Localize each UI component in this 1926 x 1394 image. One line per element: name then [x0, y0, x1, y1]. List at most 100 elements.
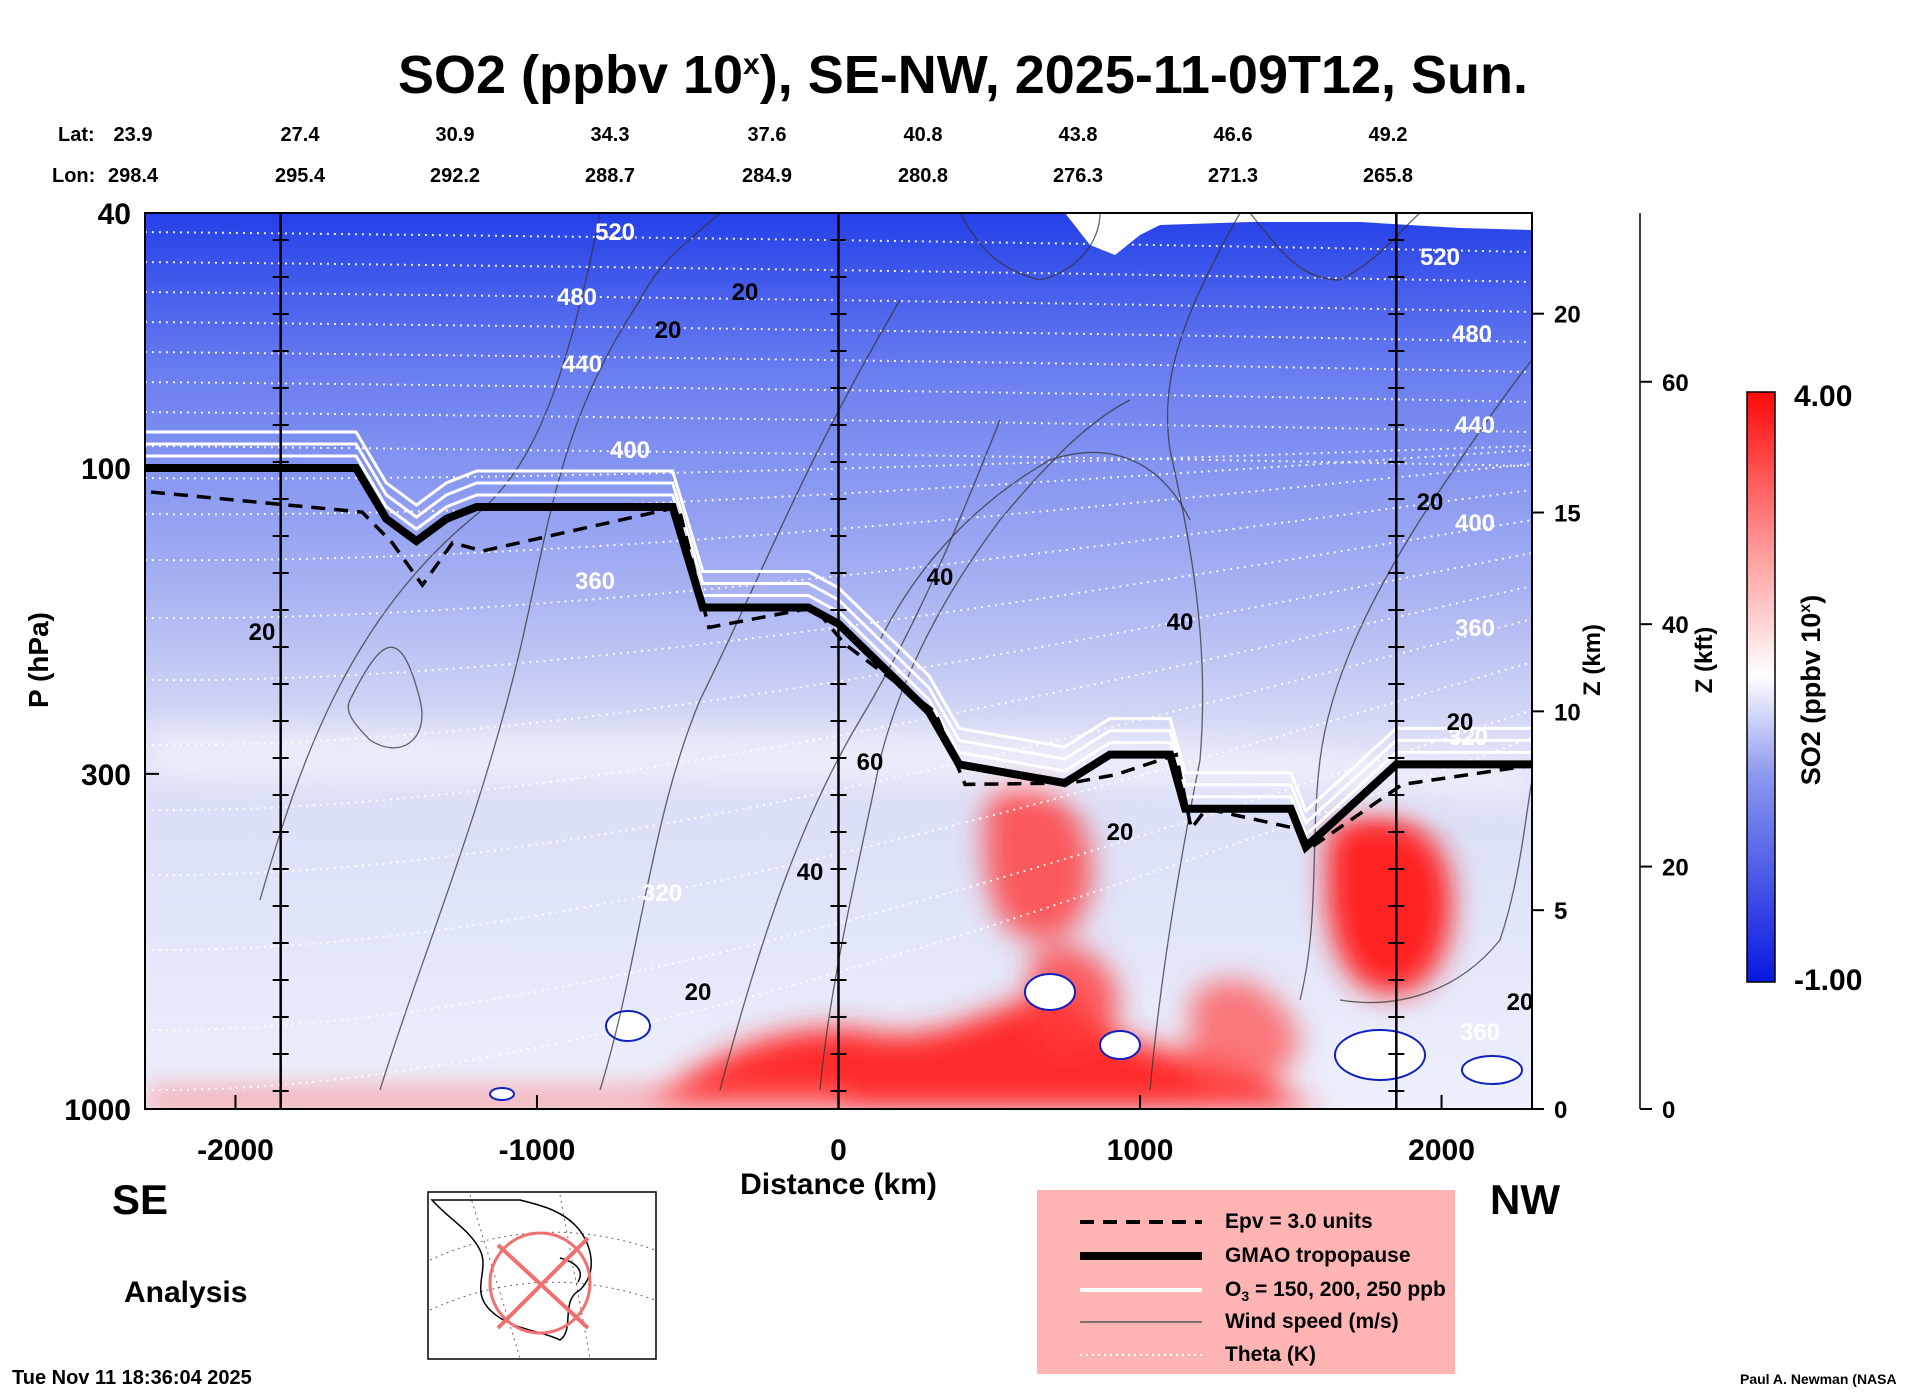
theta-label: 400 [610, 437, 650, 464]
wind-contour [599, 299, 901, 1091]
timestamp: Tue Nov 11 18:36:04 2025 [12, 1367, 252, 1389]
missing-data-patch [1024, 973, 1076, 1011]
missing-data-patch [1461, 1055, 1523, 1085]
ozone-contours [145, 430, 1532, 838]
y-tick-label: 40 [98, 198, 131, 231]
wind-contour [259, 213, 601, 901]
theta-contour [145, 445, 1532, 480]
z-kft-tick-label: 60 [1662, 370, 1689, 397]
theta-label: 480 [1452, 321, 1492, 348]
direction-nw: NW [1490, 1176, 1560, 1223]
so2-high-region-surface [640, 990, 1320, 1109]
lat-value: 30.9 [435, 124, 475, 146]
missing-data-patch [1099, 1030, 1141, 1060]
theta-label: 320 [642, 880, 682, 907]
analysis-label: Analysis [124, 1276, 248, 1309]
lat-value: 40.8 [903, 124, 943, 146]
theta-contour [145, 585, 1532, 812]
wind-label: 40 [797, 859, 824, 886]
x-tick-label: -2000 [197, 1134, 274, 1167]
z-kft-tick-label: 20 [1662, 855, 1689, 882]
credit: Paul A. Newman (NASA [1740, 1371, 1897, 1387]
x-axis-label: Distance (km) [740, 1168, 937, 1201]
z-kft-tick-label: 40 [1662, 612, 1689, 639]
colorbar [1746, 391, 1776, 983]
wind-contour [1299, 359, 1532, 1001]
missing-data-patch [605, 1010, 651, 1042]
theta-label: 360 [1455, 615, 1495, 642]
wind-contour [1339, 779, 1532, 1004]
wind-contour [379, 213, 721, 1091]
lon-value: 265.8 [1362, 165, 1414, 187]
lon-value: 276.3 [1052, 165, 1104, 187]
x-tick-label: -1000 [499, 1134, 576, 1167]
y-tick-label: 1000 [64, 1094, 131, 1127]
lat-label: Lat: [58, 124, 95, 146]
z-km-tick-label: 0 [1554, 1097, 1567, 1124]
wind-label: 20 [1507, 989, 1534, 1016]
wind-contour [1149, 213, 1241, 1091]
missing-data-top [1065, 213, 1532, 255]
wind-label: 20 [732, 279, 759, 306]
z-kft-tick-label: 0 [1662, 1097, 1675, 1124]
lat-value: 37.6 [747, 124, 787, 146]
lon-value: 288.7 [584, 165, 636, 187]
missing-data-patch [489, 1087, 515, 1101]
wind-label: 20 [655, 317, 682, 344]
lon-value: 280.8 [897, 165, 949, 187]
ozone-contour [145, 454, 1532, 838]
theta-contour [145, 449, 1532, 516]
theta-contour [145, 519, 1532, 682]
x-tick-label: 2000 [1408, 1134, 1475, 1167]
theta-label: 320 [1448, 724, 1488, 751]
lat-value: 27.4 [280, 124, 320, 146]
lon-label: Lon: [52, 165, 96, 187]
legend-ozone-label: O3 = 150, 200, 250 ppb [1225, 1278, 1446, 1304]
plot-area: 520 480 440 400 360 320 520 480 440 400 360 320 360 2… [145, 213, 1534, 1109]
locator-map [427, 1191, 657, 1360]
wind-label: 20 [1447, 709, 1474, 736]
wind-label: 20 [1107, 819, 1134, 846]
lat-value: 49.2 [1368, 124, 1408, 146]
z-km-tick-label: 20 [1554, 302, 1581, 329]
theta-label: 520 [1420, 244, 1460, 271]
x-tick-label: 1000 [1107, 1134, 1174, 1167]
wind-label: 60 [857, 749, 884, 776]
wind-contour [1249, 213, 1421, 281]
theta-label: 440 [1455, 412, 1495, 439]
map-range-circle [488, 1231, 592, 1335]
map-cross-line [496, 1236, 590, 1330]
z-km-tick-label: 5 [1554, 898, 1567, 925]
theta-label: 400 [1455, 510, 1495, 537]
ozone-contour [145, 430, 1532, 814]
wind-label: 20 [1417, 489, 1444, 516]
lon-value: 292.2 [429, 165, 481, 187]
lat-lon-markers [272, 213, 1405, 1109]
theta-label: 520 [595, 219, 635, 246]
legend-theta-label: Theta (K) [1225, 1343, 1316, 1366]
z-kft-axis-label: Z (kft) [1691, 627, 1718, 694]
wind-label: 20 [685, 979, 712, 1006]
wind-contour [719, 419, 1001, 1091]
wind-contour [347, 646, 423, 749]
map-transect-line [496, 1243, 590, 1330]
y-tick-label: 300 [81, 759, 131, 792]
direction-se: SE [112, 1176, 169, 1223]
wind-label: 40 [927, 564, 954, 591]
legend-wind-label: Wind speed (m/s) [1225, 1310, 1399, 1333]
y-axis-label: P (hPa) [23, 612, 54, 708]
lat-value: 23.9 [113, 124, 153, 146]
lon-value: 284.9 [741, 165, 793, 187]
tropopause-line [145, 464, 1532, 854]
wind-label: 40 [1167, 609, 1194, 636]
z-km-axis-label: Z (km) [1579, 624, 1606, 696]
theta-label: 360 [575, 568, 615, 595]
chart-title: SO2 (ppbv 10x), SE-NW, 2025-11-09T12, Su… [397, 45, 1529, 105]
theta-contour [145, 618, 1532, 877]
legend-tropopause-label: GMAO tropopause [1225, 1244, 1411, 1267]
so2-high-region-west [1190, 979, 1300, 1090]
ozone-contour [145, 442, 1532, 826]
wind-label: 20 [249, 619, 276, 646]
